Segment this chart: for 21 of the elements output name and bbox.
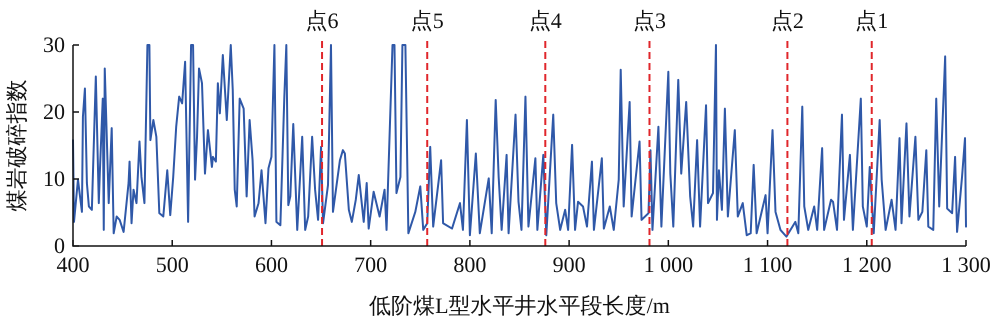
x-tick-label: 1 300 [941, 252, 991, 277]
y-tick-label: 10 [43, 166, 65, 191]
x-tick-label: 800 [453, 252, 486, 277]
x-tick-label: 1 100 [742, 252, 792, 277]
ref-line-label: 点1 [855, 8, 888, 33]
x-tick-label: 1 200 [842, 252, 892, 277]
y-axis-title: 煤岩破碎指数 [4, 80, 29, 212]
ref-line-label: 点4 [528, 8, 562, 33]
x-axis-title: 低阶煤L型水平井水平段长度/m [369, 293, 670, 318]
y-tick-label: 20 [43, 99, 65, 124]
y-tick-label: 30 [43, 32, 65, 57]
line-series [72, 44, 967, 238]
x-tick-label: 700 [354, 252, 388, 277]
x-tick-label: 500 [156, 252, 189, 277]
ref-line-label: 点6 [306, 8, 339, 33]
x-tick-label: 600 [254, 252, 288, 277]
x-tick-label: 1 000 [644, 252, 694, 277]
ref-line-label: 点3 [632, 8, 666, 33]
ref-line-label: 点2 [770, 8, 804, 33]
ref-line-label: 点5 [410, 8, 444, 33]
x-tick-label: 900 [552, 252, 586, 277]
